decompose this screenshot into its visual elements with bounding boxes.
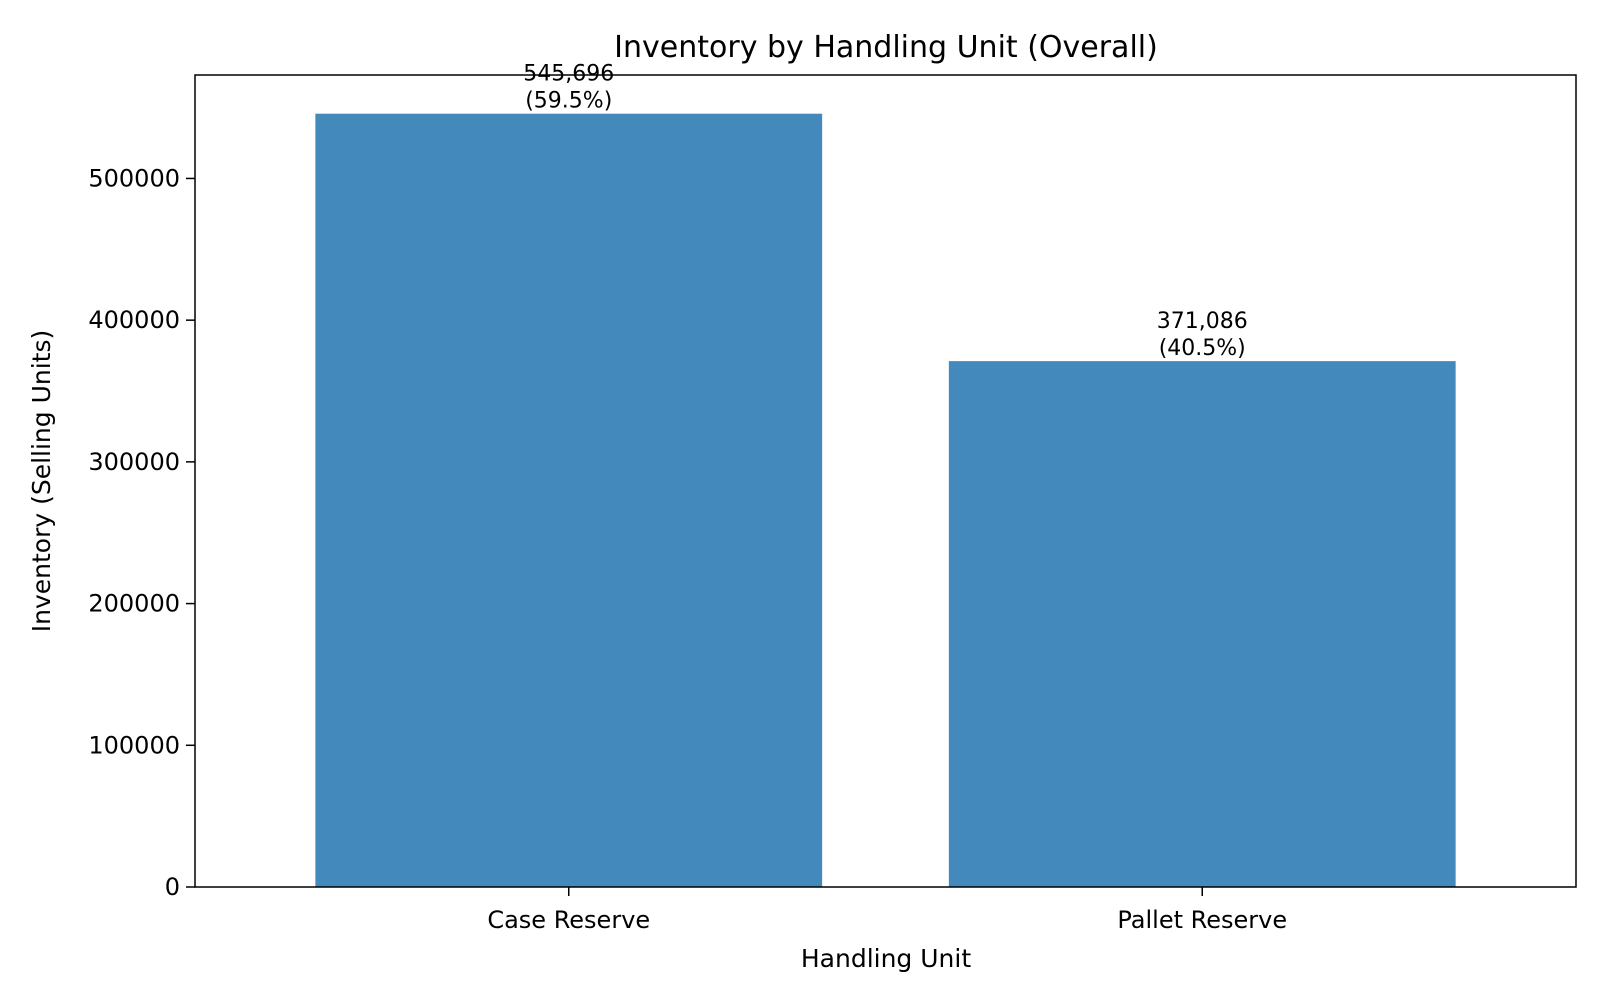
x-axis-title: Handling Unit bbox=[801, 944, 971, 973]
y-tick-label: 0 bbox=[165, 873, 180, 901]
x-tick-label: Case Reserve bbox=[487, 906, 650, 934]
x-tick-label: Pallet Reserve bbox=[1117, 906, 1287, 934]
data-label-value: 371,086 bbox=[1157, 309, 1248, 334]
data-label-value: 545,696 bbox=[523, 62, 614, 87]
y-tick-label: 100000 bbox=[88, 731, 180, 759]
y-tick-label: 400000 bbox=[88, 306, 180, 334]
data-label-percent: (59.5%) bbox=[525, 89, 612, 114]
y-tick-label: 500000 bbox=[88, 164, 180, 192]
plot-frame bbox=[194, 74, 1577, 888]
y-tick-label: 300000 bbox=[88, 448, 180, 476]
bars-group bbox=[315, 113, 1456, 888]
chart-title: Inventory by Handling Unit (Overall) bbox=[614, 30, 1158, 65]
data-label-percent: (40.5%) bbox=[1159, 336, 1246, 361]
y-axis-title: Inventory (Selling Units) bbox=[27, 330, 56, 633]
y-axis: 0 100000 200000 300000 400000 500000 bbox=[88, 164, 195, 901]
y-tick-label: 200000 bbox=[88, 590, 180, 618]
data-labels-group: 545,696(59.5%) 371,086(40.5%) bbox=[523, 62, 1247, 361]
bar-case-reserve bbox=[315, 113, 823, 888]
bar-pallet-reserve bbox=[948, 361, 1456, 887]
x-axis: Case Reserve Pallet Reserve bbox=[487, 887, 1287, 934]
plot-area: 545,696(59.5%) 371,086(40.5%) bbox=[194, 62, 1577, 888]
